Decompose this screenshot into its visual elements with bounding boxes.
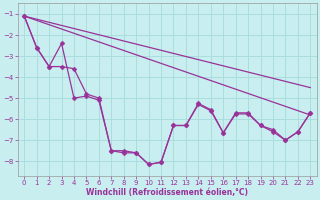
X-axis label: Windchill (Refroidissement éolien,°C): Windchill (Refroidissement éolien,°C)	[86, 188, 248, 197]
